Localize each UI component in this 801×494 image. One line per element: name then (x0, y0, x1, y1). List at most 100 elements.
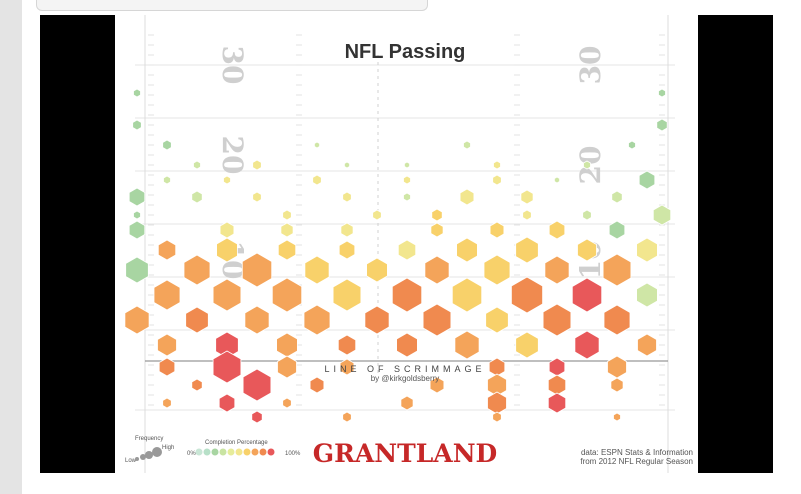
hexbin (403, 192, 411, 202)
hexbins (124, 88, 672, 424)
hexbin (153, 279, 181, 311)
hexbin (397, 239, 417, 261)
hexbin-chart: 30 20 10 30 20 10 NFL Passing LINE OF SC… (124, 15, 693, 473)
hexbin (304, 255, 330, 285)
hexbin (608, 220, 626, 240)
hexbin (638, 170, 656, 190)
hexbin (454, 330, 480, 360)
hexbin (128, 187, 146, 207)
hexbin (191, 190, 203, 204)
hexbin (163, 175, 171, 185)
hexbin (244, 305, 270, 335)
hexbin (548, 357, 566, 377)
hexbin (431, 208, 443, 222)
hexbin (303, 304, 331, 336)
hexbin (577, 238, 597, 262)
hexbin (252, 191, 262, 203)
hexbin (656, 118, 668, 132)
hexbin (193, 160, 201, 170)
hexbin (216, 237, 238, 263)
hexbin (338, 240, 356, 260)
hexbin (277, 239, 297, 261)
field-lines (135, 15, 675, 473)
hexbin (422, 303, 452, 337)
hexbin (544, 255, 570, 285)
hexbin (396, 332, 418, 358)
yard-label-right-30: 30 (574, 46, 607, 85)
hexbin (282, 397, 292, 409)
hexbin (548, 220, 566, 240)
hexbin (252, 159, 262, 171)
hexbin (212, 350, 242, 384)
hexbin (312, 174, 322, 186)
hexbin (611, 190, 623, 204)
hexbin (162, 139, 172, 151)
hexbin (487, 391, 507, 415)
hexbin (613, 412, 621, 422)
hexbin (125, 256, 149, 284)
hexbin (391, 277, 423, 313)
hexbin (403, 161, 411, 169)
hexbin (583, 160, 591, 170)
hexbin (547, 374, 567, 396)
nfl-passing-graphic: 30 20 10 30 20 10 NFL Passing LINE OF SC… (115, 15, 698, 473)
hexbin (372, 209, 382, 221)
hexbin (493, 160, 501, 170)
completion-legend-title: Completion Percentage (205, 440, 268, 446)
hexbin (364, 305, 390, 335)
grantland-logo: GRANTLAND (313, 439, 498, 468)
chart-title: NFL Passing (345, 41, 466, 63)
source-line-1: data: ESPN Stats & Information (581, 448, 693, 457)
hexbin (582, 209, 592, 221)
hexbin (571, 277, 603, 313)
hexbin (332, 278, 362, 312)
frequency-legend-low: Low (125, 458, 137, 464)
hexbin (157, 333, 177, 357)
hexbin (492, 411, 502, 423)
hexbin (637, 333, 657, 357)
hexbin (515, 236, 539, 264)
hexbin (636, 282, 658, 308)
hexbin (223, 175, 231, 185)
hexbin (309, 376, 325, 394)
hexbin (280, 222, 294, 238)
hexbin (489, 221, 505, 239)
hexbin (459, 188, 475, 206)
frequency-legend-title: Frequency (135, 436, 163, 442)
hexbin (603, 304, 631, 336)
hexbin (337, 334, 357, 356)
hexbin (282, 209, 292, 221)
hexbin (185, 306, 209, 334)
hexbin (191, 378, 203, 392)
hexbin (313, 141, 321, 149)
hash-marks (148, 34, 665, 406)
hexbin (636, 237, 658, 263)
hexbin (277, 355, 297, 379)
yard-label-left-20: 20 (216, 136, 249, 175)
hexbin (340, 222, 354, 238)
hexbin (124, 305, 150, 335)
hexbin (343, 161, 351, 169)
hexbin (429, 376, 445, 394)
hexbin (463, 140, 471, 150)
hexbin (610, 377, 624, 393)
hexbin (602, 253, 632, 287)
hexbin (628, 140, 636, 150)
hexbin (520, 189, 534, 205)
hexbin (553, 176, 561, 184)
hexbin (400, 395, 414, 411)
hexbin (403, 175, 411, 185)
hexbin (183, 254, 211, 286)
hexbin (132, 119, 142, 131)
hexbin (342, 411, 352, 423)
hexbin (276, 332, 298, 358)
hexbin (342, 191, 352, 203)
hexbin (451, 277, 483, 313)
hexbin (492, 174, 502, 186)
hexbin (219, 221, 235, 239)
hexbin (133, 88, 141, 98)
hexbin (339, 358, 355, 376)
hexbin (658, 88, 666, 98)
hexbin (607, 355, 627, 379)
completion-legend-min: 0% (187, 451, 196, 457)
